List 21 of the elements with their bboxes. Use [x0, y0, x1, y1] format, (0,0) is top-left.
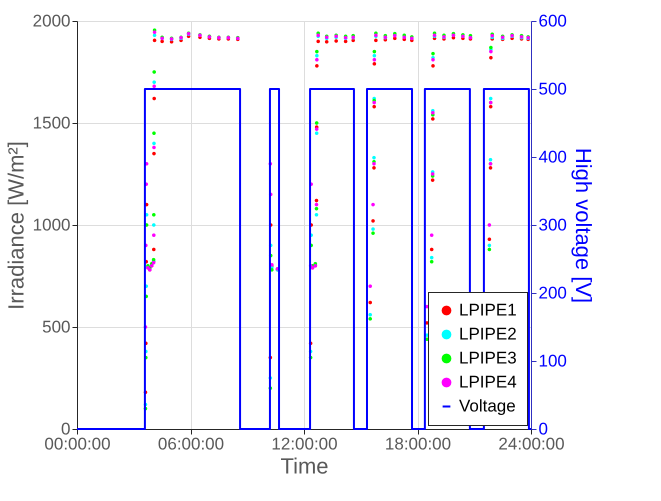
legend-label: LPIPE4	[459, 372, 517, 392]
y2-tick-label: 100	[538, 352, 567, 370]
y2-tick-label: 600	[538, 12, 567, 30]
legend-label: LPIPE3	[459, 348, 517, 368]
x-axis-title: Time	[280, 454, 329, 478]
y-tick-label: 2000	[32, 12, 70, 30]
y-tick-label: 1500	[32, 114, 70, 132]
x-tick-label: 06:00:00	[158, 434, 224, 454]
legend-label: LPIPE1	[459, 300, 517, 320]
x-tick-label: 12:00:00	[271, 434, 338, 454]
y-tick-label: 500	[42, 318, 70, 336]
y2-tick-label: 300	[538, 216, 567, 234]
y-axis-title: Irradiance [W/m²]	[4, 141, 29, 310]
y2-tick-label: 400	[538, 148, 567, 166]
y2-axis-title: High voltage [V]	[570, 148, 596, 304]
y-tick-label: 1000	[32, 216, 70, 234]
y2-tick-label: 200	[538, 284, 567, 302]
legend-label: LPIPE2	[459, 324, 517, 344]
y2-tick-label: 500	[538, 80, 567, 98]
x-tick-label: 18:00:00	[384, 434, 452, 454]
legend-label: Voltage	[459, 396, 516, 416]
